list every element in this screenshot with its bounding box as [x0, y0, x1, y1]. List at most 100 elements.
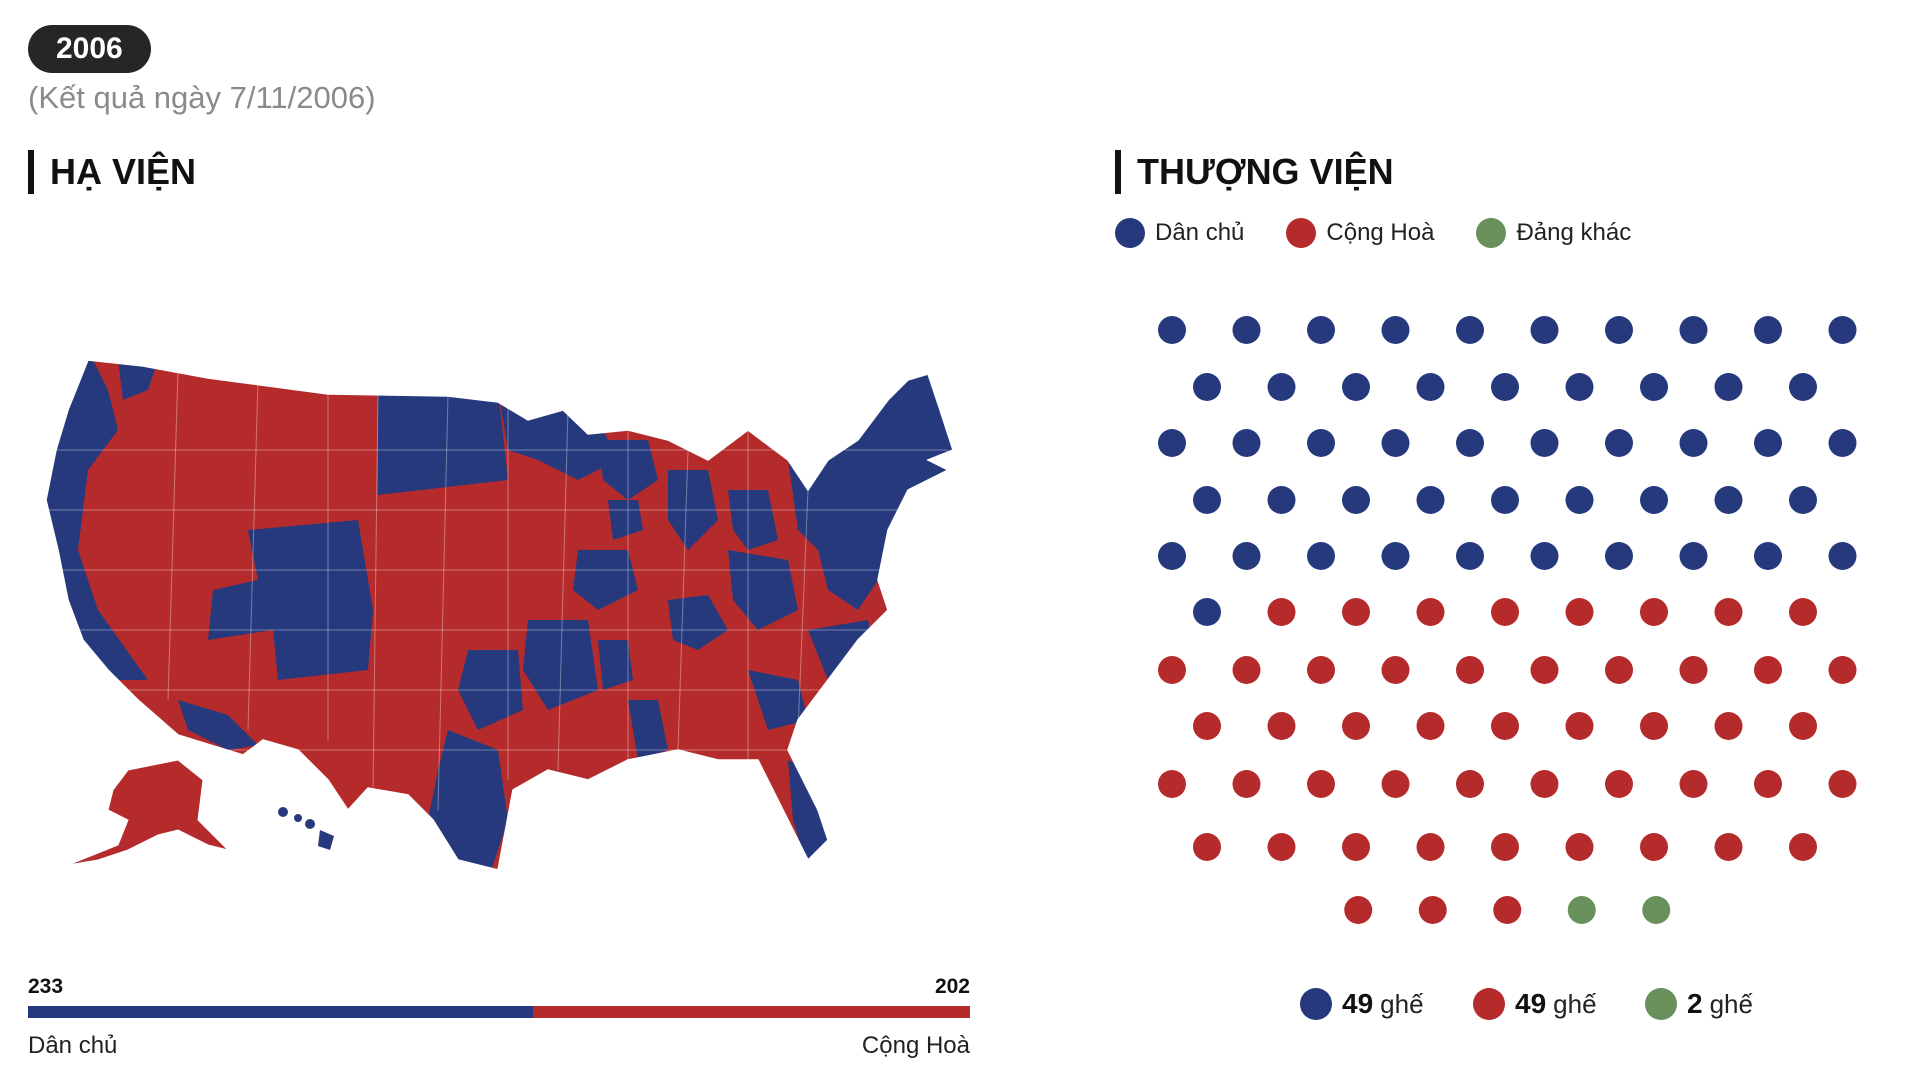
- senate-seat-republican: [1714, 598, 1743, 626]
- year-badge: 2006: [28, 25, 151, 73]
- senate-seat-democrat: [1158, 542, 1186, 570]
- senate-seat-republican: [1714, 833, 1743, 861]
- senate-seat-democrat: [1307, 429, 1335, 457]
- senate-seat-democrat: [1416, 486, 1445, 514]
- us-map-graphic: [45, 359, 954, 871]
- senate-seat-democrat: [1307, 316, 1335, 344]
- senate-seat-republican: [1493, 896, 1522, 924]
- senate-seat-democrat: [1828, 316, 1857, 344]
- senate-seat-republican: [1342, 598, 1370, 626]
- senate-seat-democrat: [1267, 373, 1296, 401]
- senate-seat-democrat: [1714, 486, 1743, 514]
- legend-democrat-label: Dân chủ: [1155, 219, 1245, 246]
- senate-seat-democrat: [1232, 316, 1261, 344]
- senate-seat-democrat: [1456, 429, 1484, 457]
- house-bar-democrat-segment: [28, 1006, 533, 1018]
- senate-seat-democrat: [1307, 542, 1335, 570]
- senate-seat-democrat: [1381, 542, 1410, 570]
- senate-seat-republican: [1789, 598, 1817, 626]
- house-democrat-label: Dân chủ: [28, 1032, 118, 1059]
- senate-seat-democrat: [1530, 429, 1559, 457]
- senate-seat-republican: [1267, 833, 1296, 861]
- senate-seat-republican: [1381, 770, 1410, 798]
- senate-seat-democrat: [1530, 316, 1559, 344]
- senate-seat-republican: [1565, 598, 1594, 626]
- senate-seat-democrat: [1754, 429, 1782, 457]
- senate-seat-republican: [1456, 656, 1484, 684]
- senate-seat-democrat: [1456, 316, 1484, 344]
- senate-seat-democrat: [1456, 542, 1484, 570]
- democrat-dot-icon: [1300, 988, 1332, 1020]
- senate-seat-republican: [1381, 656, 1410, 684]
- senate-seat-republican: [1342, 712, 1370, 740]
- seat-unit: ghế: [1709, 988, 1753, 1019]
- legend-item-other: Đảng khác: [1476, 218, 1631, 248]
- senate-seat-republican: [1789, 712, 1817, 740]
- senate-seat-democrat: [1714, 373, 1743, 401]
- senate-seat-republican: [1342, 833, 1370, 861]
- senate-seat-republican: [1491, 598, 1519, 626]
- republican-dot-icon: [1286, 218, 1317, 248]
- senate-seat-democrat: [1789, 373, 1817, 401]
- senate-seat-republican: [1344, 896, 1373, 924]
- senate-seat-democrat: [1232, 542, 1261, 570]
- senate-seat-republican: [1416, 833, 1445, 861]
- senate-seat-republican: [1232, 770, 1261, 798]
- senate-legend: Dân chủ Cộng Hoà Đảng khác: [1115, 218, 1631, 248]
- legend-item-democrat: Dân chủ: [1115, 218, 1244, 248]
- senate-total-democrat: 49 ghế: [1300, 988, 1424, 1020]
- senate-seat-republican: [1491, 833, 1519, 861]
- senate-seat-democrat: [1679, 542, 1708, 570]
- senate-seat-democrat: [1754, 542, 1782, 570]
- senate-seat-republican: [1418, 896, 1447, 924]
- senate-seat-democrat: [1342, 486, 1370, 514]
- result-date: (Kết quả ngày 7/11/2006): [28, 80, 376, 115]
- senate-seat-democrat: [1754, 316, 1782, 344]
- senate-seat-republican: [1605, 656, 1633, 684]
- senate-seat-democrat: [1828, 429, 1857, 457]
- senate-seat-republican: [1307, 656, 1335, 684]
- legend-other-label: Đảng khác: [1516, 219, 1632, 246]
- senate-seat-republican: [1828, 656, 1857, 684]
- senate-seat-democrat: [1640, 486, 1668, 514]
- republican-dot-icon: [1473, 988, 1505, 1020]
- senate-seat-democrat: [1232, 429, 1261, 457]
- senate-seat-other: [1642, 896, 1671, 924]
- senate-seat-republican: [1828, 770, 1857, 798]
- senate-seat-republican: [1267, 598, 1296, 626]
- house-republican-label: Cộng Hoà: [861, 1032, 970, 1059]
- senate-seat-republican: [1640, 833, 1668, 861]
- senate-seat-democrat: [1491, 486, 1519, 514]
- senate-seat-republican: [1193, 712, 1221, 740]
- senate-seat-democrat: [1267, 486, 1296, 514]
- senate-seat-republican: [1267, 712, 1296, 740]
- senate-republican-seats: 49: [1515, 988, 1547, 1019]
- senate-democrat-seats: 49: [1342, 988, 1374, 1019]
- senate-seat-democrat: [1491, 373, 1519, 401]
- senate-seat-republican: [1530, 656, 1559, 684]
- senate-other-seats: 2: [1687, 988, 1703, 1019]
- senate-seat-republican: [1158, 770, 1186, 798]
- house-democrat-seats: 233: [28, 975, 64, 998]
- senate-total-republican: 49 ghế: [1473, 988, 1597, 1020]
- senate-seat-democrat: [1416, 373, 1445, 401]
- house-seat-bar: [28, 1006, 970, 1018]
- house-title: HẠ VIỆN: [28, 150, 196, 194]
- senate-seat-democrat: [1158, 316, 1186, 344]
- senate-seat-republican: [1640, 598, 1668, 626]
- house-republican-seats: 202: [934, 975, 970, 998]
- senate-seat-republican: [1232, 656, 1261, 684]
- senate-seat-republican: [1416, 712, 1445, 740]
- senate-seat-democrat: [1605, 542, 1633, 570]
- senate-seat-republican: [1605, 770, 1633, 798]
- senate-seat-democrat: [1789, 486, 1817, 514]
- senate-seat-democrat: [1565, 373, 1594, 401]
- us-house-district-map: [28, 350, 978, 880]
- senate-seat-republican: [1307, 770, 1335, 798]
- senate-seat-republican: [1754, 770, 1782, 798]
- seat-unit: ghế: [1553, 988, 1597, 1019]
- senate-title: THƯỢNG VIỆN: [1115, 150, 1394, 194]
- senate-seat-republican: [1158, 656, 1186, 684]
- senate-seat-republican: [1714, 712, 1743, 740]
- senate-seat-republican: [1456, 770, 1484, 798]
